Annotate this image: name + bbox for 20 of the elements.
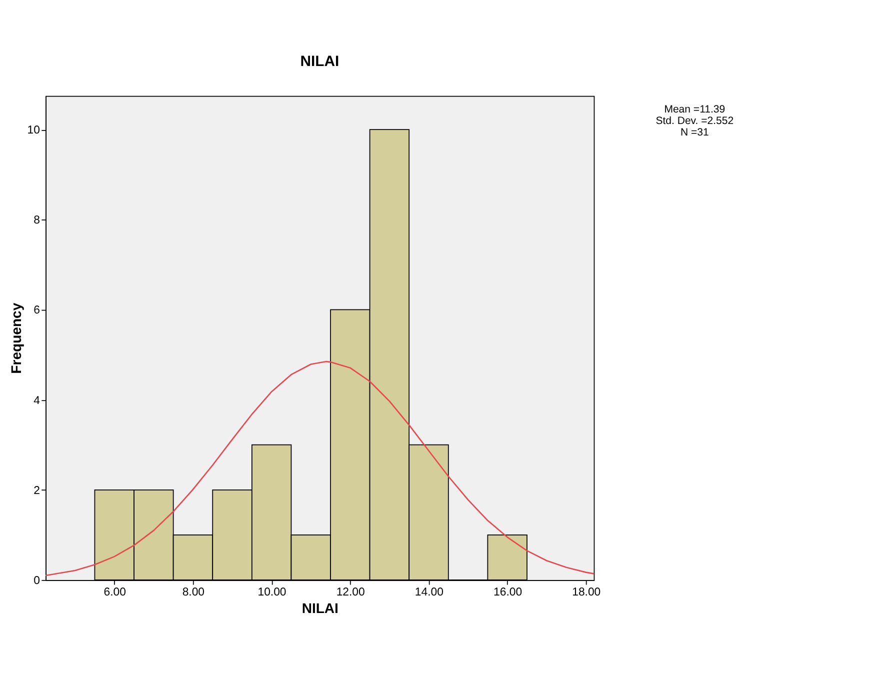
y-tick-label: 4: [34, 394, 40, 407]
x-tick-label: 14.00: [414, 586, 444, 598]
y-tick-label: 10: [27, 124, 40, 137]
line-series: [44, 360, 594, 576]
x-tick-label: 18.00: [572, 586, 601, 598]
y-tick-label: 6: [34, 304, 40, 317]
text: N =31: [680, 126, 709, 138]
chart-title: NILAI: [300, 54, 340, 70]
x-tick-label: 12.00: [336, 586, 365, 598]
text: Std. Dev. =2.552: [656, 114, 734, 127]
x-tick-label: 8.00: [182, 586, 204, 598]
y-axis-title: Frequency: [8, 302, 24, 374]
x-tick-label: 10.00: [258, 586, 286, 598]
y-tick-label: 0: [34, 574, 40, 587]
x-axis-title: NILAI: [302, 600, 338, 616]
y-tick-label: 8: [34, 214, 40, 227]
text: Mean =11.39: [664, 103, 726, 116]
x-tick-label: 16.00: [494, 586, 522, 598]
x-tick-label: 6.00: [104, 586, 126, 598]
y-tick-label: 2: [34, 484, 40, 497]
